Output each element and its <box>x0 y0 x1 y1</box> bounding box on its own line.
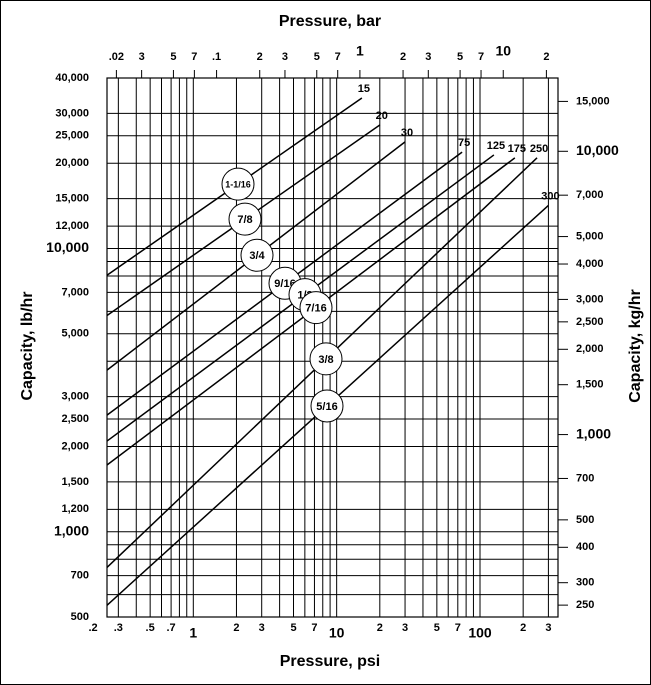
y-tick-label: 12,000 <box>55 220 89 232</box>
x2-axis-title: Pressure, bar <box>279 13 381 30</box>
y-tick-label: 1,000 <box>54 522 89 538</box>
y-tick-label: 700 <box>71 570 89 582</box>
orifice-label: 1-1/16 <box>225 180 251 190</box>
orifice-label: 7/8 <box>237 214 252 226</box>
x-tick-label: 7 <box>455 622 461 634</box>
y-tick-label: 10,000 <box>46 239 89 255</box>
series-name: 75 <box>458 137 470 149</box>
y2-tick-label: 700 <box>576 472 594 484</box>
x2-tick-label: .02 <box>109 51 124 63</box>
series-name: 300 <box>541 190 559 202</box>
x-tick-label: 7 <box>311 622 317 634</box>
y2-tick-label: 250 <box>576 599 594 611</box>
x-tick-label: 5 <box>434 622 440 634</box>
orifice-label: 3/8 <box>318 354 333 366</box>
x2-tick-label: 7 <box>191 51 197 63</box>
series-name: 30 <box>401 127 413 139</box>
series-name: 175 <box>508 143 526 155</box>
x-axis-title: Pressure, psi <box>280 653 381 670</box>
y-tick-label: 15,000 <box>55 193 89 205</box>
x2-tick-label: 3 <box>139 51 145 63</box>
orifice-badge <box>309 342 343 376</box>
x-tick-label: 3 <box>545 622 551 634</box>
y-tick-label: 25,000 <box>55 130 89 142</box>
x2-tick-label: 2 <box>257 51 263 63</box>
y-tick-label: 5,000 <box>61 328 89 340</box>
y2-axis-title: Capacity, kg/hr <box>627 289 644 403</box>
x-tick-label: .5 <box>146 622 155 634</box>
x-tick-label: .3 <box>114 622 123 634</box>
x-tick-label: 2 <box>233 622 239 634</box>
y-tick-label: 2,000 <box>61 440 89 452</box>
y2-tick-label: 7,000 <box>576 189 604 201</box>
series-name: 15 <box>358 83 370 95</box>
y2-tick-label: 10,000 <box>576 142 619 158</box>
x-tick-label: .2 <box>89 622 98 634</box>
y2-tick-label: 1,500 <box>576 379 604 391</box>
series-name: 20 <box>376 110 388 122</box>
x2-tick-label: 3 <box>425 51 431 63</box>
x-tick-label: 1 <box>189 625 197 641</box>
x2-tick-label: 7 <box>478 51 484 63</box>
orifice-badge <box>221 167 255 201</box>
y-tick-label: 1,200 <box>61 503 89 515</box>
y-axis-title: Capacity, lb/hr <box>19 291 36 400</box>
orifice-badge <box>310 389 344 423</box>
y-tick-label: 20,000 <box>55 157 89 169</box>
x-tick-label: 3 <box>259 622 265 634</box>
y2-tick-label: 400 <box>576 541 594 553</box>
x2-tick-label: 7 <box>335 51 341 63</box>
series-name: 125 <box>487 140 505 152</box>
x2-tick-label: 5 <box>170 51 176 63</box>
x-tick-label: 2 <box>377 622 383 634</box>
x-tick-label: 3 <box>402 622 408 634</box>
x2-tick-label: 2 <box>543 51 549 63</box>
x2-tick-label: .1 <box>212 51 221 63</box>
y2-tick-label: 500 <box>576 514 594 526</box>
y-tick-label: 2,500 <box>61 413 89 425</box>
x2-tick-label: 5 <box>457 51 463 63</box>
y2-tick-label: 300 <box>576 577 594 589</box>
x2-tick-label: 2 <box>400 51 406 63</box>
x2-tick-label: 1 <box>356 43 364 59</box>
orifice-badge <box>299 291 333 325</box>
orifice-label: 5/16 <box>316 401 337 413</box>
y2-tick-label: 5,000 <box>576 230 604 242</box>
y-tick-label: 3,000 <box>61 391 89 403</box>
y-tick-label: 30,000 <box>55 107 89 119</box>
y2-tick-label: 2,000 <box>576 343 604 355</box>
x-tick-label: 100 <box>468 625 492 641</box>
y-tick-label: 1,500 <box>61 476 89 488</box>
y2-tick-label: 3,000 <box>576 293 604 305</box>
x-tick-label: 10 <box>329 625 345 641</box>
y-tick-label: 500 <box>71 611 89 623</box>
x-tick-label: 2 <box>520 622 526 634</box>
y2-tick-label: 15,000 <box>576 95 610 107</box>
series-name: 250 <box>530 143 548 155</box>
y2-tick-label: 1,000 <box>576 425 611 441</box>
orifice-label: 3/4 <box>249 250 265 262</box>
x-tick-label: 5 <box>290 622 296 634</box>
y2-tick-label: 2,500 <box>576 316 604 328</box>
x-tick-label: .7 <box>167 622 176 634</box>
orifice-badge <box>228 202 262 236</box>
orifice-label: 7/16 <box>305 303 326 315</box>
y-tick-label: 40,000 <box>55 72 89 84</box>
y2-tick-label: 4,000 <box>576 258 604 270</box>
x2-tick-label: 3 <box>282 51 288 63</box>
y-tick-label: 7,000 <box>61 286 89 298</box>
orifice-badge <box>240 238 274 272</box>
x2-tick-label: 10 <box>495 43 511 59</box>
x2-tick-label: 5 <box>314 51 320 63</box>
